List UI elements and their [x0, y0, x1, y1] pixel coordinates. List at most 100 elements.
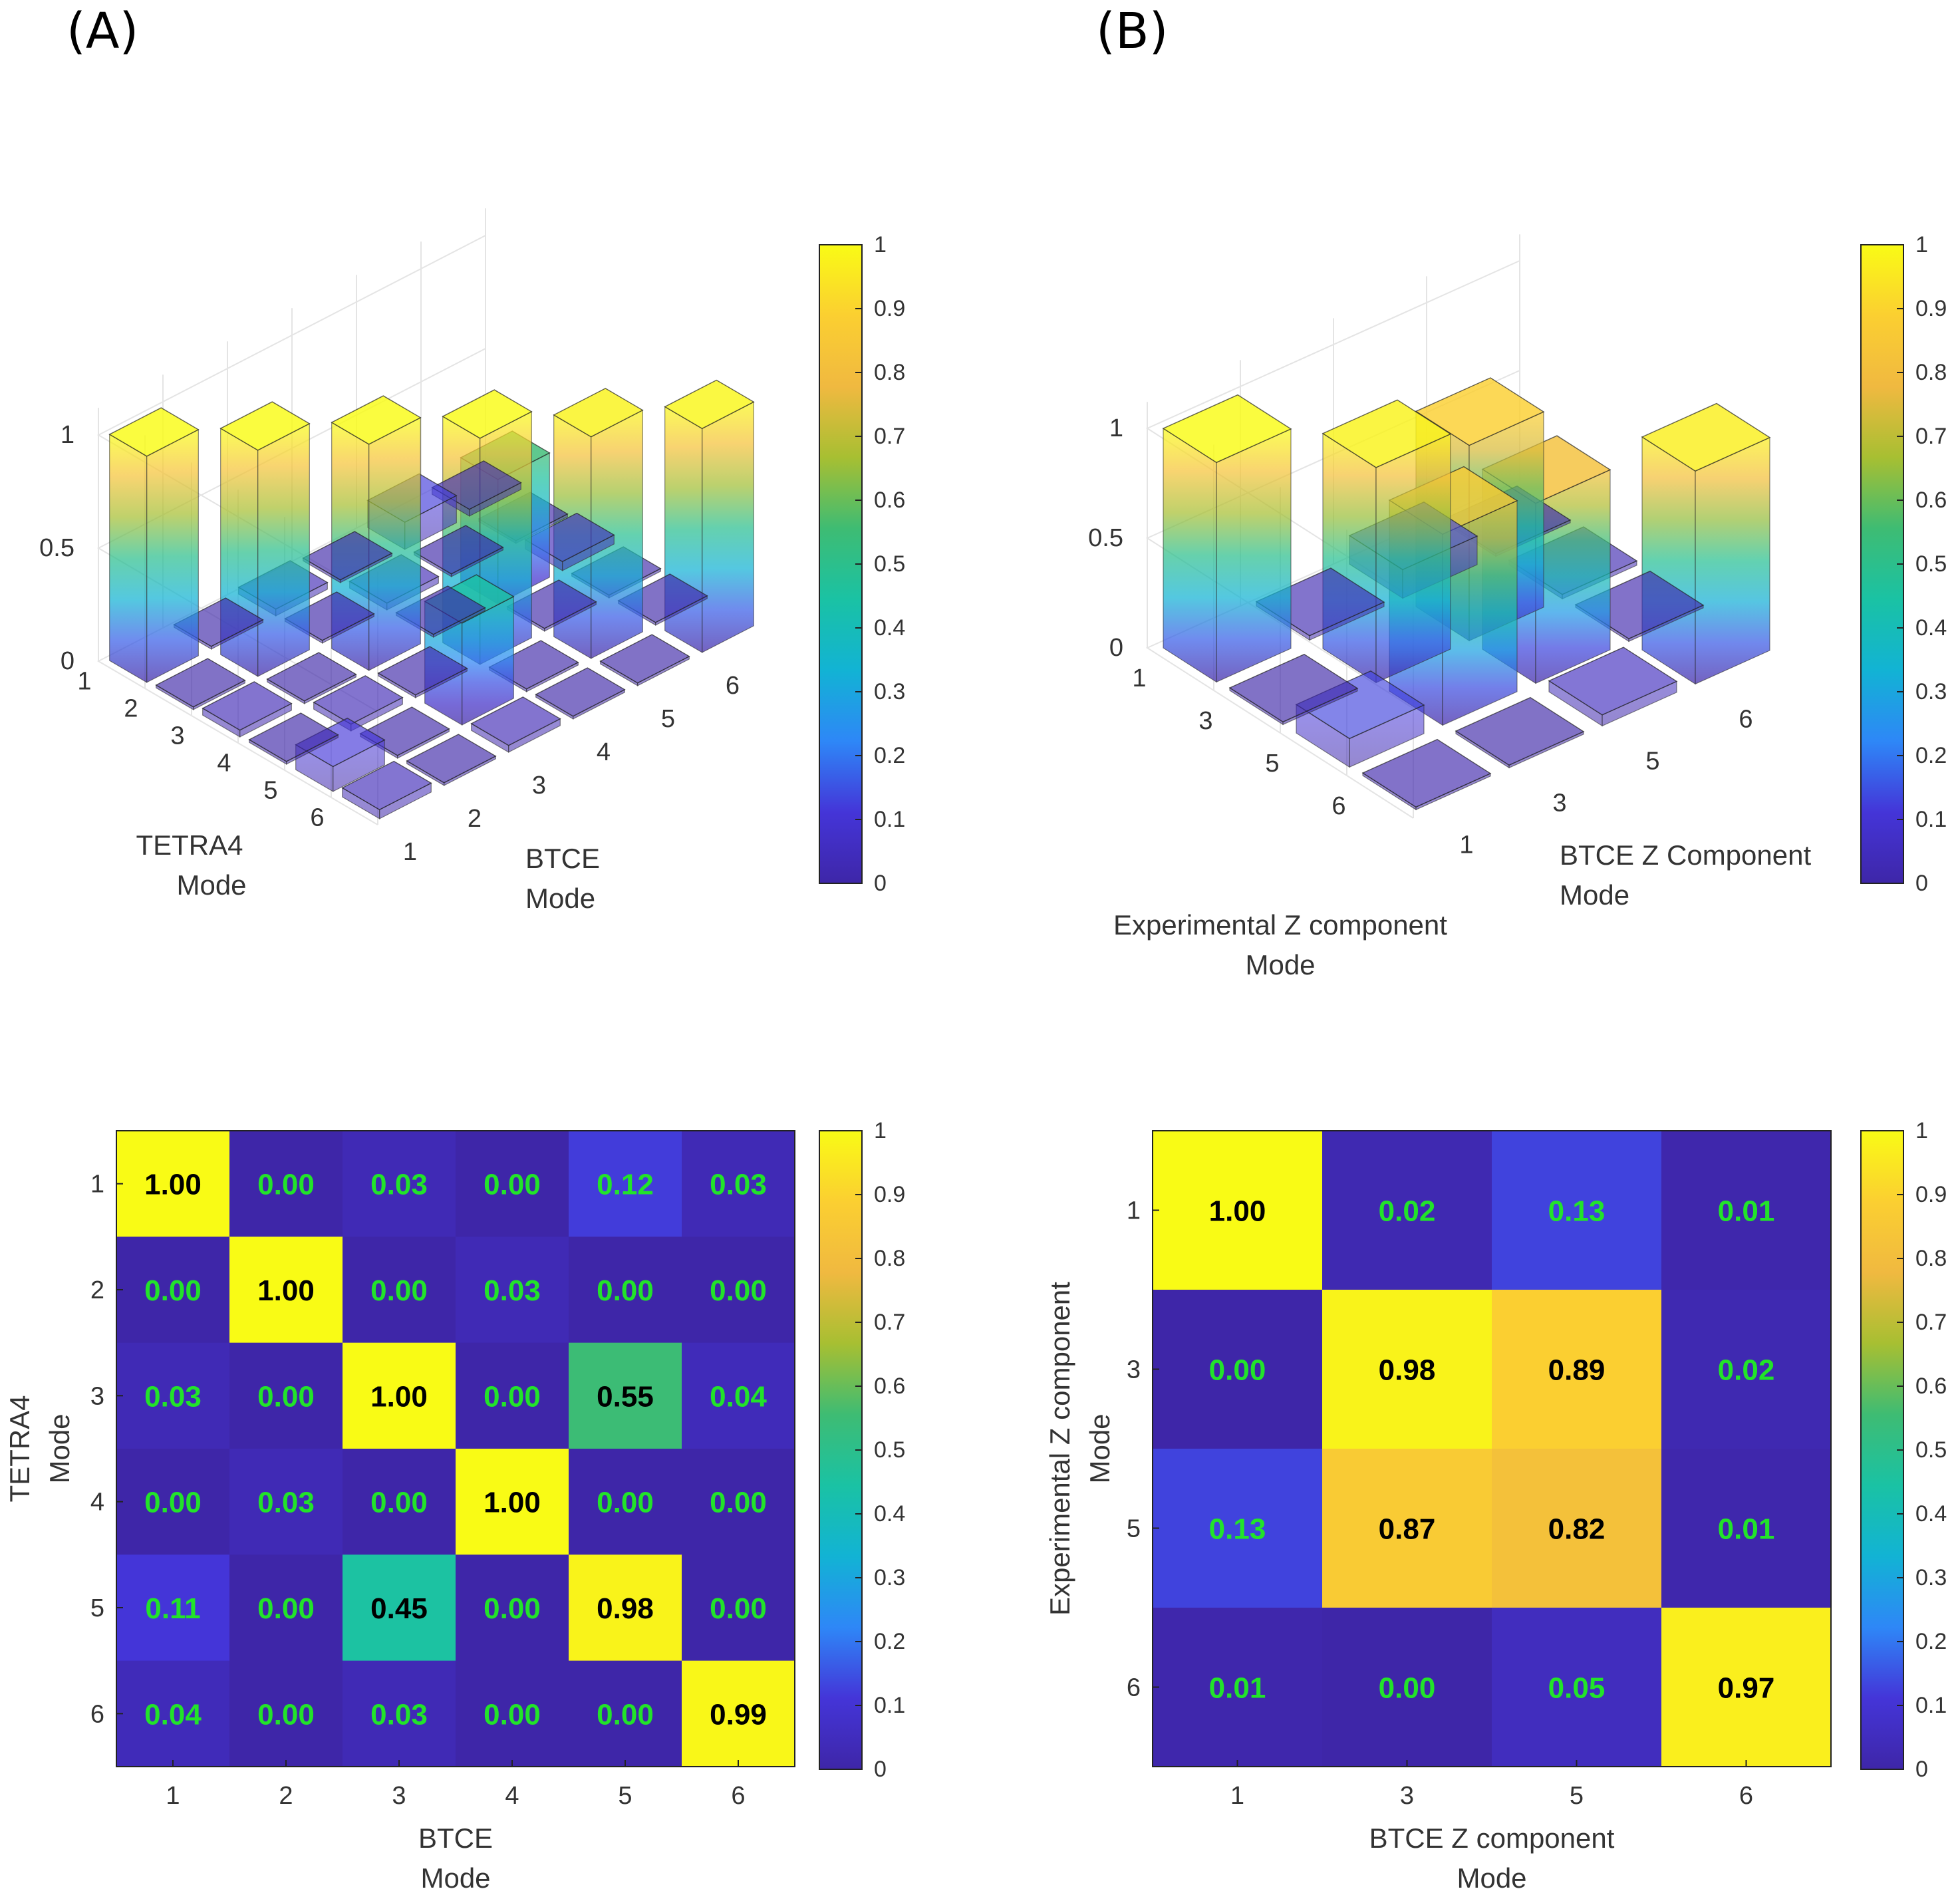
colorbar-tick-label: 0.8 [874, 1246, 905, 1271]
heatmap-cell-label: 0.03 [257, 1487, 315, 1519]
heatmap-cell [1153, 1131, 1323, 1290]
heatmap-cell-label: 0.00 [710, 1487, 767, 1519]
heatmap-cell [569, 1660, 682, 1767]
y-tick-label: 6 [1331, 792, 1345, 820]
x-tick-label: 3 [1400, 1782, 1414, 1810]
y-tick-label: 3 [170, 722, 184, 750]
colorbar-tick-label: 0.3 [874, 1565, 905, 1590]
colorbar-tick-label: 0.2 [1915, 1629, 1947, 1654]
y-tick-label: 1 [77, 668, 91, 696]
y-tick-label: 3 [90, 1382, 104, 1410]
heatmap-cell-label: 0.82 [1548, 1513, 1606, 1546]
heatmap-cell [1492, 1608, 1662, 1767]
x-tick-label: 3 [392, 1782, 406, 1810]
heatmap-cell-label: 0.98 [597, 1592, 654, 1625]
heatmap-cell [1661, 1290, 1832, 1449]
heatmap-cell-label: 0.13 [1548, 1195, 1606, 1228]
colorbar-tick-label: 0.2 [1915, 743, 1947, 768]
bar [155, 658, 246, 710]
bar-front [1535, 469, 1611, 684]
bar-side [1322, 432, 1377, 684]
heatmap-cell [1153, 1449, 1323, 1608]
heatmap-cell-label: 0.00 [257, 1380, 315, 1413]
y-axis-label: Experimental Z component [1044, 1282, 1075, 1616]
bar-top [1361, 738, 1492, 808]
heatmap-cell [116, 1660, 230, 1767]
bar [1455, 696, 1585, 769]
bar [341, 760, 432, 819]
heatmap-cell-label: 0.04 [144, 1698, 202, 1731]
y-tick-label: 4 [217, 750, 231, 778]
x-axis-label: BTCE [418, 1822, 493, 1854]
heatmap-cell-label: 1.00 [1209, 1195, 1266, 1228]
x-tick-label: 4 [505, 1782, 519, 1810]
colorbar-tick-label: 0.8 [1915, 360, 1947, 385]
heatmap-cell-label: 1.00 [484, 1487, 541, 1519]
bar-top [535, 667, 626, 717]
bar [266, 652, 357, 704]
colorbar-1: 0 0.1 0.2 0.3 0.4 0.5 0.6 0.7 0.8 0.9 1 [819, 232, 905, 896]
heatmap-cell [1661, 1131, 1832, 1290]
heatmap-cell [343, 1660, 456, 1767]
panel-label-a: (A) [67, 3, 138, 60]
heatmap-cell [569, 1342, 682, 1449]
bar-top [1548, 647, 1678, 716]
bar-front [1216, 428, 1292, 683]
bar [406, 734, 497, 786]
bar-top [553, 388, 644, 438]
heatmap-cell-label: 0.00 [484, 1380, 541, 1413]
y-axis-label-mode: Mode [176, 869, 246, 901]
x-axis-label-mode: Mode [1457, 1862, 1526, 1894]
heatmap-cell-label: 0.98 [1379, 1354, 1436, 1387]
bar [1295, 670, 1425, 768]
heatmap-cell [569, 1131, 682, 1237]
heatmap-cell-label: 0.11 [145, 1592, 200, 1625]
heatmap-cell-label: 0.02 [1718, 1354, 1775, 1387]
bar-top [599, 634, 690, 684]
heatmap-cell [682, 1342, 795, 1449]
heatmap-cell-label: 0.99 [710, 1698, 767, 1731]
heatmap-cell-label: 0.00 [144, 1274, 202, 1307]
bar [599, 634, 690, 686]
colorbar-tick-label: 0.6 [1915, 1374, 1947, 1399]
colorbar-tick-label: 0.5 [874, 551, 905, 577]
bar [1548, 647, 1678, 727]
bar [1322, 399, 1452, 684]
heatmap-cell-label: 0.01 [1718, 1513, 1775, 1546]
x-tick-label: 6 [1739, 1782, 1753, 1810]
colorbar-3: 0 0.1 0.2 0.3 0.4 0.5 0.6 0.7 0.8 0.9 1 [819, 1118, 905, 1782]
heatmap-cell-label: 0.00 [710, 1592, 767, 1625]
bar-top [1322, 399, 1452, 468]
heatmap-cell-label: 0.97 [1718, 1672, 1775, 1705]
heatmap-cell [1492, 1449, 1662, 1608]
bar-top [442, 389, 533, 439]
heatmap-cell-label: 0.02 [1379, 1195, 1436, 1228]
y-tick-label: 3 [1127, 1356, 1141, 1384]
y-axis-label-mode: Mode [1084, 1413, 1115, 1483]
y-tick-label: 1 [1127, 1197, 1141, 1225]
x-tick-label: 5 [1645, 748, 1659, 776]
colorbar-tick-label: 1 [1915, 232, 1928, 257]
bar [1228, 653, 1359, 726]
bar-side [1641, 436, 1696, 685]
colorbar-tick-label: 0.1 [1915, 807, 1947, 832]
heatmap-cell-label: 1.00 [370, 1380, 428, 1413]
heatmap-cell [456, 1342, 569, 1449]
bar-side [1163, 428, 1217, 683]
x-axis-label-mode: Mode [1560, 879, 1629, 911]
colorbars: 00.10.20.30.40.50.60.70.80.9100.10.20.30… [819, 232, 1947, 1782]
colorbar-tick-label: 0.3 [1915, 1565, 1947, 1590]
y-axis-label: Experimental Z component [1113, 909, 1447, 941]
bar-top [219, 401, 311, 451]
heatmap-cell [229, 1660, 343, 1767]
colorbar-tick-label: 1 [1915, 1118, 1928, 1143]
colorbar-tick-label: 0.6 [874, 488, 905, 513]
heatmap-cell [682, 1449, 795, 1555]
heatmap-cell [1322, 1449, 1492, 1608]
bar [295, 717, 386, 792]
y-tick-label: 5 [263, 777, 277, 805]
colorbar-tick-label: 0.8 [874, 360, 905, 385]
y-tick-label: 5 [1127, 1515, 1141, 1543]
colorbar-tick-label: 0.9 [1915, 1182, 1947, 1207]
colorbar-tick-label: 0.4 [874, 615, 905, 641]
